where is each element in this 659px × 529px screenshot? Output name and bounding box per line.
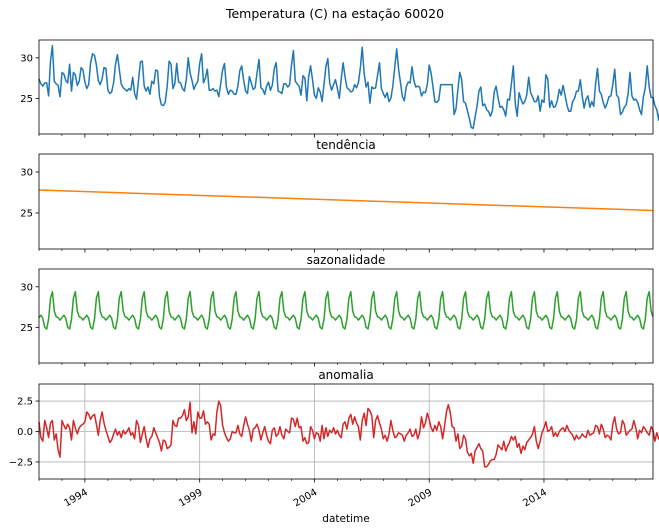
panel-seasonal: 25 30 sazonalidade [20,253,654,367]
x-tick-label: 1994 [62,487,90,509]
x-tick-label: 2009 [407,487,435,509]
y-tick-label: 25 [20,323,33,334]
panel-trend: 25 30 tendência [20,138,654,253]
y-tick-label: 0.0 [17,427,33,438]
axes-frame [38,153,654,250]
y-tick-label: −2.5 [9,458,33,469]
panel-title-trend: tendência [316,138,376,152]
y-tick-label: 25 [20,209,33,220]
y-tick-label: 2.5 [17,397,33,408]
y-tick-label: 30 [20,282,33,293]
y-tick-label: 30 [20,53,33,64]
x-tick-label: 2014 [521,487,549,509]
x-tick-label: 1999 [177,487,205,509]
x-axis-label: datetime [322,513,369,525]
series-line-residual [38,400,659,468]
panel-residual: −2.5 0.0 2.5 1994 1999 2004 2009 2014 anomalia [9,368,659,509]
series-line-trend [38,189,654,212]
y-tick-label: 25 [20,94,33,105]
y-tick-label: 30 [20,168,33,179]
figure-title: Temperatura (C) na estação 60020 [225,6,444,21]
series-line-seasonal [38,290,654,330]
panel-observed: 25 30 [20,39,659,138]
axes-frame [38,39,654,135]
panel-title-seasonal: sazonalidade [307,253,386,267]
panel-title-residual: anomalia [318,368,373,382]
axes-frame [38,268,654,364]
series-line-observed [38,44,659,130]
x-tick-label: 2004 [292,487,320,509]
chart-panels: 25 30 25 30 tendência 25 30 sazonalidade −2.5 0.0… [9,39,659,509]
